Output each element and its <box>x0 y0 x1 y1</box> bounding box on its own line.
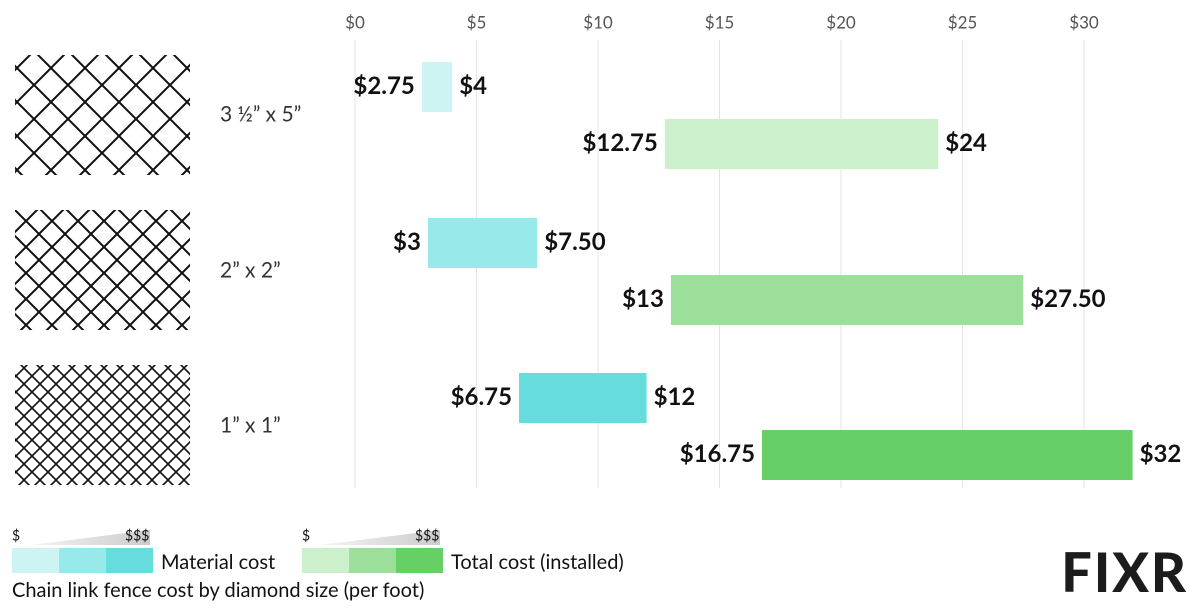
bar <box>670 275 1024 325</box>
fence-icon <box>15 210 190 330</box>
value-label: $13 <box>622 284 664 313</box>
value-label: $12.75 <box>583 128 658 157</box>
legend-low: $ <box>302 527 310 544</box>
value-label: $16.75 <box>680 439 755 468</box>
value-label: $3 <box>393 227 421 256</box>
category-label: 1” x 1” <box>220 412 281 437</box>
legend-wedge <box>30 530 150 545</box>
legend-high: $$$ <box>125 527 149 544</box>
legend-swatch <box>396 548 443 573</box>
value-label: $6.75 <box>451 382 512 411</box>
legend-swatch <box>106 548 153 573</box>
legend-label: Material cost <box>161 550 275 574</box>
x-tick-label: $10 <box>583 11 613 32</box>
bar <box>421 62 453 112</box>
x-tick-label: $25 <box>948 11 978 32</box>
value-label: $7.50 <box>544 227 605 256</box>
bar <box>519 373 647 423</box>
legend-low: $ <box>12 527 20 544</box>
legend-swatch <box>349 548 396 573</box>
value-label: $32 <box>1140 439 1182 468</box>
legend-wedge <box>320 530 440 545</box>
fence-icon <box>15 365 190 485</box>
x-tick-label: $0 <box>345 11 365 32</box>
fence-icon <box>15 55 190 175</box>
x-tick-label: $5 <box>467 11 487 32</box>
chart-title: Chain link fence cost by diamond size (p… <box>12 578 424 602</box>
x-tick-label: $30 <box>1069 11 1099 32</box>
value-label: $2.75 <box>353 71 414 100</box>
logo: FIXR <box>1061 539 1188 604</box>
legend-label: Total cost (installed) <box>451 550 624 574</box>
value-label: $27.50 <box>1030 284 1105 313</box>
bar <box>762 430 1133 480</box>
value-label: $12 <box>654 382 696 411</box>
value-label: $24 <box>945 128 987 157</box>
fence-icons <box>15 55 190 485</box>
legend-swatch <box>59 548 106 573</box>
legend-high: $$$ <box>415 527 439 544</box>
category-label: 3 ½” x 5” <box>220 101 301 126</box>
bar <box>664 119 939 169</box>
x-tick-label: $20 <box>826 11 856 32</box>
bar <box>427 218 538 268</box>
legend-swatch <box>302 548 349 573</box>
value-label: $4 <box>459 71 487 100</box>
category-label: 2” x 2” <box>220 257 281 282</box>
legend-swatch <box>12 548 59 573</box>
x-tick-label: $15 <box>705 11 735 32</box>
